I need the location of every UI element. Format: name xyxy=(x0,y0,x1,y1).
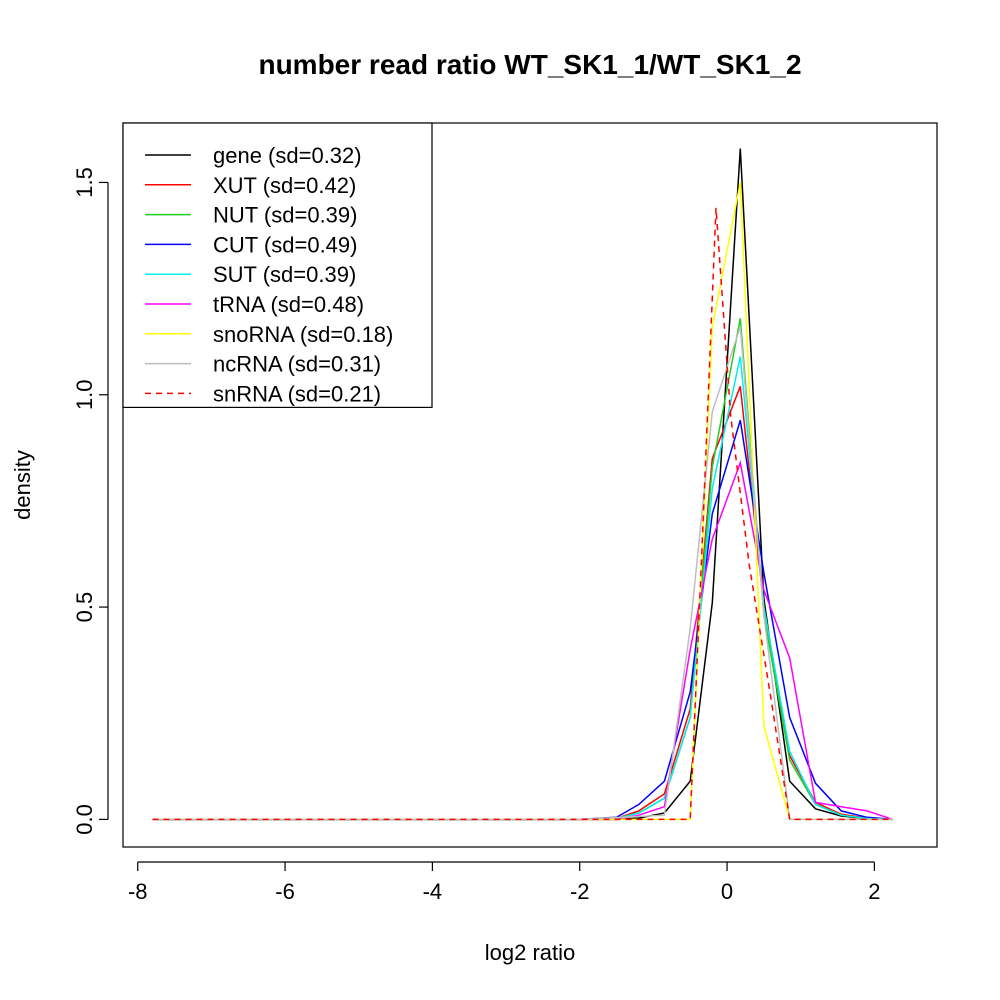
x-axis: -8 -6 -4 -2 0 2 xyxy=(128,861,881,904)
x-tick-label: -8 xyxy=(128,879,148,904)
series-line-4 xyxy=(152,356,893,821)
legend-entry-7: ncRNA (sd=0.31) xyxy=(213,352,381,377)
legend-entry-0: gene (sd=0.32) xyxy=(213,143,362,168)
y-tick-label: 1.5 xyxy=(72,167,97,198)
y-tick-label: 1.0 xyxy=(72,379,97,410)
series-line-7 xyxy=(152,326,893,821)
plot-area xyxy=(122,122,938,848)
y-tick-label: 0.5 xyxy=(72,592,97,623)
x-tick-label: -4 xyxy=(423,879,443,904)
legend-entry-8: snRNA (sd=0.21) xyxy=(213,381,381,406)
x-tick-label: 2 xyxy=(868,879,880,904)
y-axis-label: density xyxy=(10,450,35,520)
legend-entry-3: CUT (sd=0.49) xyxy=(213,232,357,257)
x-tick-label: -2 xyxy=(570,879,590,904)
y-tick-label: 0.0 xyxy=(72,804,97,835)
x-tick-label: -6 xyxy=(275,879,295,904)
legend-entry-4: SUT (sd=0.39) xyxy=(213,262,356,287)
x-tick-label: 0 xyxy=(721,879,733,904)
legend-entry-1: XUT (sd=0.42) xyxy=(213,173,356,198)
y-axis: 0.0 0.5 1.0 1.5 xyxy=(72,167,109,835)
legend-entry-5: tRNA (sd=0.48) xyxy=(213,292,364,317)
legend-box xyxy=(122,122,433,408)
series-line-8 xyxy=(152,207,893,821)
x-axis-label: log2 ratio xyxy=(485,940,576,965)
legend-entry-2: NUT (sd=0.39) xyxy=(213,203,357,228)
plot-frame xyxy=(122,122,938,848)
series-line-5 xyxy=(152,459,894,821)
chart-title: number read ratio WT_SK1_1/WT_SK1_2 xyxy=(258,49,801,80)
legend-entry-6: snoRNA (sd=0.18) xyxy=(213,322,393,347)
legend: gene (sd=0.32) XUT (sd=0.42) NUT (sd=0.39)… xyxy=(122,122,433,408)
